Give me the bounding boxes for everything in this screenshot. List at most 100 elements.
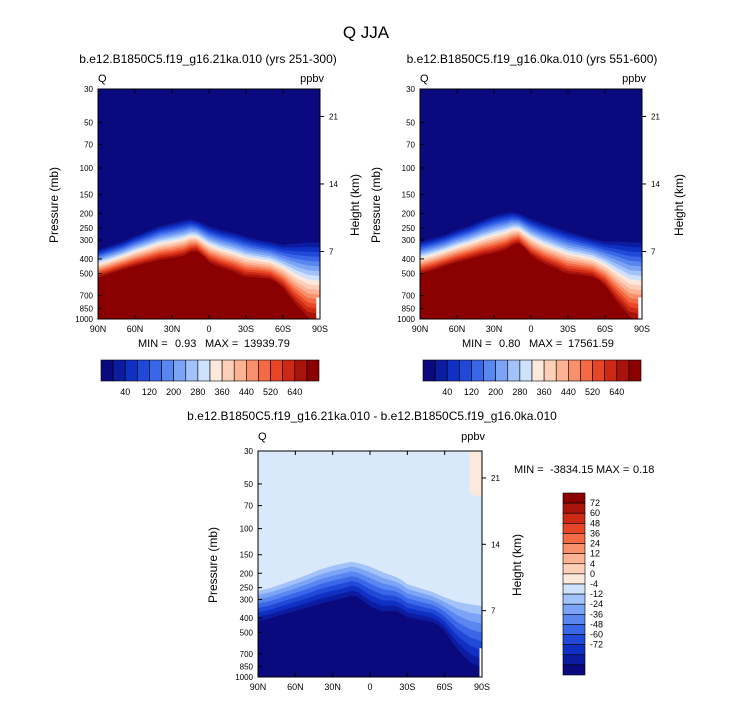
panel-difference: b.e12.B1850C5.f19_g16.21ka.010 - b.e12.B… [187, 409, 654, 692]
min-label: MIN = [138, 338, 168, 350]
colorbar-swatch [100, 359, 114, 382]
y-tick-label: 100 [240, 525, 254, 534]
x-tick-label: 30S [399, 682, 415, 692]
contour-band-max [98, 251, 311, 319]
colorbar-label: 40 [442, 387, 452, 397]
colorbar-swatch [562, 563, 586, 575]
colorbar-label: 40 [120, 387, 130, 397]
min-value: 0.93 [175, 338, 196, 350]
y-tick-label: 70 [84, 141, 93, 150]
y-tick-label: 200 [240, 569, 254, 578]
height-tick-label: 7 [329, 247, 334, 256]
y-tick-label: 250 [80, 224, 94, 233]
units-label: ppbv [300, 73, 324, 85]
colorbar-swatch [562, 533, 586, 544]
colorbar-swatch [459, 359, 472, 382]
height-tick-label: 14 [651, 180, 660, 189]
min-value: -3834.15 [550, 464, 593, 476]
pressure-axis-title: Pressure (mb) [47, 167, 61, 243]
variable-label: Q [98, 73, 107, 85]
y-tick-label: 850 [240, 663, 254, 672]
colorbar-label: 12 [590, 549, 600, 559]
contour-band-min [258, 600, 482, 677]
contour-plot: 90N 60N 30N 0 30S 60S 90S 30 50 70 100 150 200 250 300… [235, 447, 500, 692]
units-label: ppbv [622, 73, 646, 85]
colorbar-label: 640 [609, 387, 624, 397]
colorbar-swatch [616, 359, 630, 382]
y-tick-label: 150 [402, 191, 416, 200]
min-max-readout: MIN = -3834.15 MAX = 0.18 [514, 464, 654, 476]
min-max-readout: MIN = 0.93 MAX = 13939.79 [138, 338, 290, 350]
colorbar-swatch [124, 359, 138, 382]
colorbar-swatch [562, 593, 586, 605]
colorbar-label: 440 [561, 387, 576, 397]
colorbar-label: 280 [512, 387, 527, 397]
y-tick-label: 1000 [397, 315, 415, 324]
colorbar-label: -48 [590, 619, 603, 629]
colorbar-swatch [562, 644, 586, 656]
y-tick-label: 700 [402, 292, 416, 301]
colorbar-swatch [562, 492, 586, 504]
y-tick-label: 70 [244, 502, 253, 511]
colorbar-swatch [197, 359, 211, 382]
colorbar-swatch [446, 359, 460, 382]
colorbar-label: 520 [263, 387, 278, 397]
max-value: 13939.79 [244, 338, 290, 350]
colorbar-label: -60 [590, 630, 603, 640]
x-tick-label: 90N [250, 682, 267, 692]
panel-0ka: b.e12.B1850C5.f19_g16.0ka.010 (yrs 551-6… [369, 52, 686, 397]
colorbar-swatch [306, 359, 320, 382]
x-tick-label: 60S [437, 682, 453, 692]
colorbar-label: 520 [585, 387, 600, 397]
colorbar-swatch [519, 359, 533, 382]
y-tick-label: 1000 [235, 673, 253, 682]
y-tick-label: 30 [406, 85, 415, 94]
panel-title: b.e12.B1850C5.f19_g16.21ka.010 (yrs 251-… [79, 52, 337, 66]
missing-data-region [479, 648, 482, 677]
colorbar-swatch [562, 573, 586, 585]
x-tick-label: 30S [238, 324, 254, 334]
contour-plot: 90N 60N 30N 0 30S 60S 90S 30 50 70 100 150 200 250 300… [75, 85, 338, 334]
missing-data-region [638, 297, 642, 319]
colorbar-label: -12 [590, 589, 603, 599]
positive-anomaly-patch [469, 451, 482, 496]
min-label: MIN = [462, 338, 492, 350]
colorbar-swatch [562, 654, 586, 666]
y-tick-label: 300 [240, 595, 254, 604]
colorbar-label: 360 [537, 387, 552, 397]
pressure-axis-title: Pressure (mb) [369, 167, 383, 243]
height-axis-title: Height (km) [510, 534, 524, 596]
colorbar-label: 200 [166, 387, 181, 397]
colorbar-swatch [543, 359, 557, 382]
x-tick-label: 60S [275, 324, 291, 334]
colorbar-swatch [592, 359, 605, 382]
max-label: MAX = [529, 338, 562, 350]
colorbar-swatch [209, 359, 223, 382]
colorbar-swatch [495, 359, 509, 382]
x-tick-label: 30S [560, 324, 576, 334]
height-tick-label: 7 [651, 247, 656, 256]
y-tick-label: 50 [244, 480, 253, 489]
colorbar-label: 200 [488, 387, 503, 397]
colorbar-swatch [282, 359, 296, 382]
y-tick-label: 150 [80, 191, 94, 200]
y-tick-label: 250 [402, 224, 416, 233]
colorbar-swatch [628, 359, 642, 382]
colorbar-label: 24 [590, 539, 600, 549]
colorbar-label: 440 [239, 387, 254, 397]
figure-title: Q JJA [343, 23, 390, 42]
x-tick-label: 60S [597, 324, 613, 334]
colorbar-swatch [270, 359, 283, 382]
panel-21ka: b.e12.B1850C5.f19_g16.21ka.010 (yrs 251-… [47, 52, 362, 397]
colorbar-swatch [562, 664, 586, 676]
colorbar-swatch [562, 614, 586, 625]
colorbar-swatch [562, 603, 586, 615]
colorbar-swatch [161, 359, 174, 382]
x-tick-label: 90N [412, 324, 429, 334]
variable-label: Q [420, 73, 429, 85]
y-tick-label: 500 [240, 628, 254, 637]
y-tick-label: 850 [80, 304, 94, 313]
height-axis-title: Height (km) [672, 174, 686, 236]
min-value: 0.80 [499, 338, 520, 350]
